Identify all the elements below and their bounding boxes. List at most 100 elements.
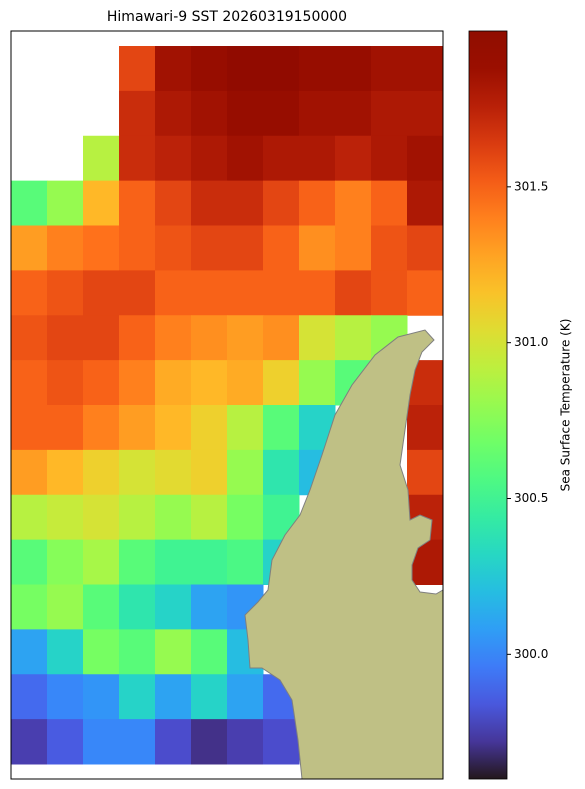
- map-frame: [10, 30, 444, 780]
- sst-cell: [407, 46, 444, 92]
- sst-cell: [155, 270, 192, 316]
- sst-cell: [263, 270, 300, 316]
- sst-cell: [299, 135, 336, 182]
- sst-cell: [335, 270, 372, 316]
- sst-cell: [191, 180, 228, 226]
- sst-cell: [83, 719, 120, 765]
- sst-cell: [155, 90, 192, 137]
- sst-cell: [227, 494, 264, 541]
- sst-cell: [11, 225, 48, 271]
- sst-cell: [47, 315, 84, 361]
- sst-cell: [11, 539, 48, 585]
- sst-cell: [371, 46, 408, 92]
- sst-cell: [263, 180, 300, 226]
- sst-cell: [119, 135, 156, 182]
- sst-cell: [299, 225, 336, 271]
- sst-cell: [47, 270, 84, 316]
- sst-cell: [407, 180, 444, 226]
- sst-cell: [11, 584, 48, 630]
- sst-cell: [371, 90, 408, 137]
- sst-cell: [263, 46, 300, 92]
- sst-cell: [11, 315, 48, 361]
- sst-cell: [263, 135, 300, 182]
- sst-cell: [191, 449, 228, 496]
- sst-cell: [155, 46, 192, 92]
- sst-cell: [407, 225, 444, 271]
- sst-cell: [227, 135, 264, 182]
- sst-cell: [11, 449, 48, 496]
- sst-cell: [299, 46, 336, 92]
- sst-cell: [11, 180, 48, 226]
- sst-cell: [299, 90, 336, 137]
- sst-cell: [47, 494, 84, 541]
- sst-cell: [407, 135, 444, 182]
- sst-cell: [155, 584, 192, 630]
- sst-cell: [191, 360, 228, 406]
- sst-cell: [119, 584, 156, 630]
- sst-cell: [83, 225, 120, 271]
- sst-cell: [263, 225, 300, 271]
- sst-cell: [155, 629, 192, 675]
- sst-cell: [155, 135, 192, 182]
- sst-cell: [227, 90, 264, 137]
- sst-cell: [227, 360, 264, 406]
- sst-cell: [155, 494, 192, 541]
- sst-cell: [263, 405, 300, 451]
- sst-cell: [47, 719, 84, 765]
- sst-cell: [191, 135, 228, 182]
- sst-cell: [191, 584, 228, 630]
- sst-cell: [371, 270, 408, 316]
- sst-cell: [335, 180, 372, 226]
- sst-cell: [299, 270, 336, 316]
- sst-cell: [155, 674, 192, 720]
- sst-cell: [47, 225, 84, 271]
- sst-cell: [47, 539, 84, 585]
- sst-cell: [335, 225, 372, 271]
- sst-cell: [11, 674, 48, 720]
- sst-cell: [47, 449, 84, 496]
- sst-cell: [227, 539, 264, 585]
- sst-cell: [191, 46, 228, 92]
- sst-cell: [191, 494, 228, 541]
- sst-cell: [335, 315, 372, 361]
- sst-cell: [155, 180, 192, 226]
- sst-cell: [155, 360, 192, 406]
- sst-cell: [227, 225, 264, 271]
- sst-cell: [191, 315, 228, 361]
- sst-cell: [11, 719, 48, 765]
- colorbar-tick-label: 300.0: [514, 647, 548, 661]
- sst-cell: [119, 405, 156, 451]
- sst-cell: [83, 360, 120, 406]
- sst-cell: [83, 629, 120, 675]
- sst-cell: [11, 360, 48, 406]
- sst-cell: [119, 270, 156, 316]
- sst-cell: [47, 629, 84, 675]
- sst-cell: [227, 315, 264, 361]
- sst-cell: [407, 449, 444, 496]
- colorbar: [468, 30, 508, 780]
- sst-cell: [371, 135, 408, 182]
- sst-cell: [119, 315, 156, 361]
- sst-cell: [407, 90, 444, 137]
- sst-cell: [227, 674, 264, 720]
- sst-cell: [83, 539, 120, 585]
- sst-cell: [371, 225, 408, 271]
- sst-cell: [263, 719, 300, 765]
- sst-cell: [11, 629, 48, 675]
- sst-cell: [47, 180, 84, 226]
- sst-cell: [119, 46, 156, 92]
- sst-cell: [191, 90, 228, 137]
- sst-cell: [371, 180, 408, 226]
- sst-cell: [263, 449, 300, 496]
- colorbar-label: Sea Surface Temperature (K): [559, 319, 573, 492]
- sst-cell: [191, 270, 228, 316]
- sst-cell: [119, 360, 156, 406]
- sst-cell: [191, 539, 228, 585]
- sst-cell: [11, 270, 48, 316]
- sst-cell: [263, 360, 300, 406]
- sst-cell: [191, 225, 228, 271]
- sst-cell: [83, 584, 120, 630]
- sst-cell: [83, 674, 120, 720]
- sst-cell: [407, 405, 444, 451]
